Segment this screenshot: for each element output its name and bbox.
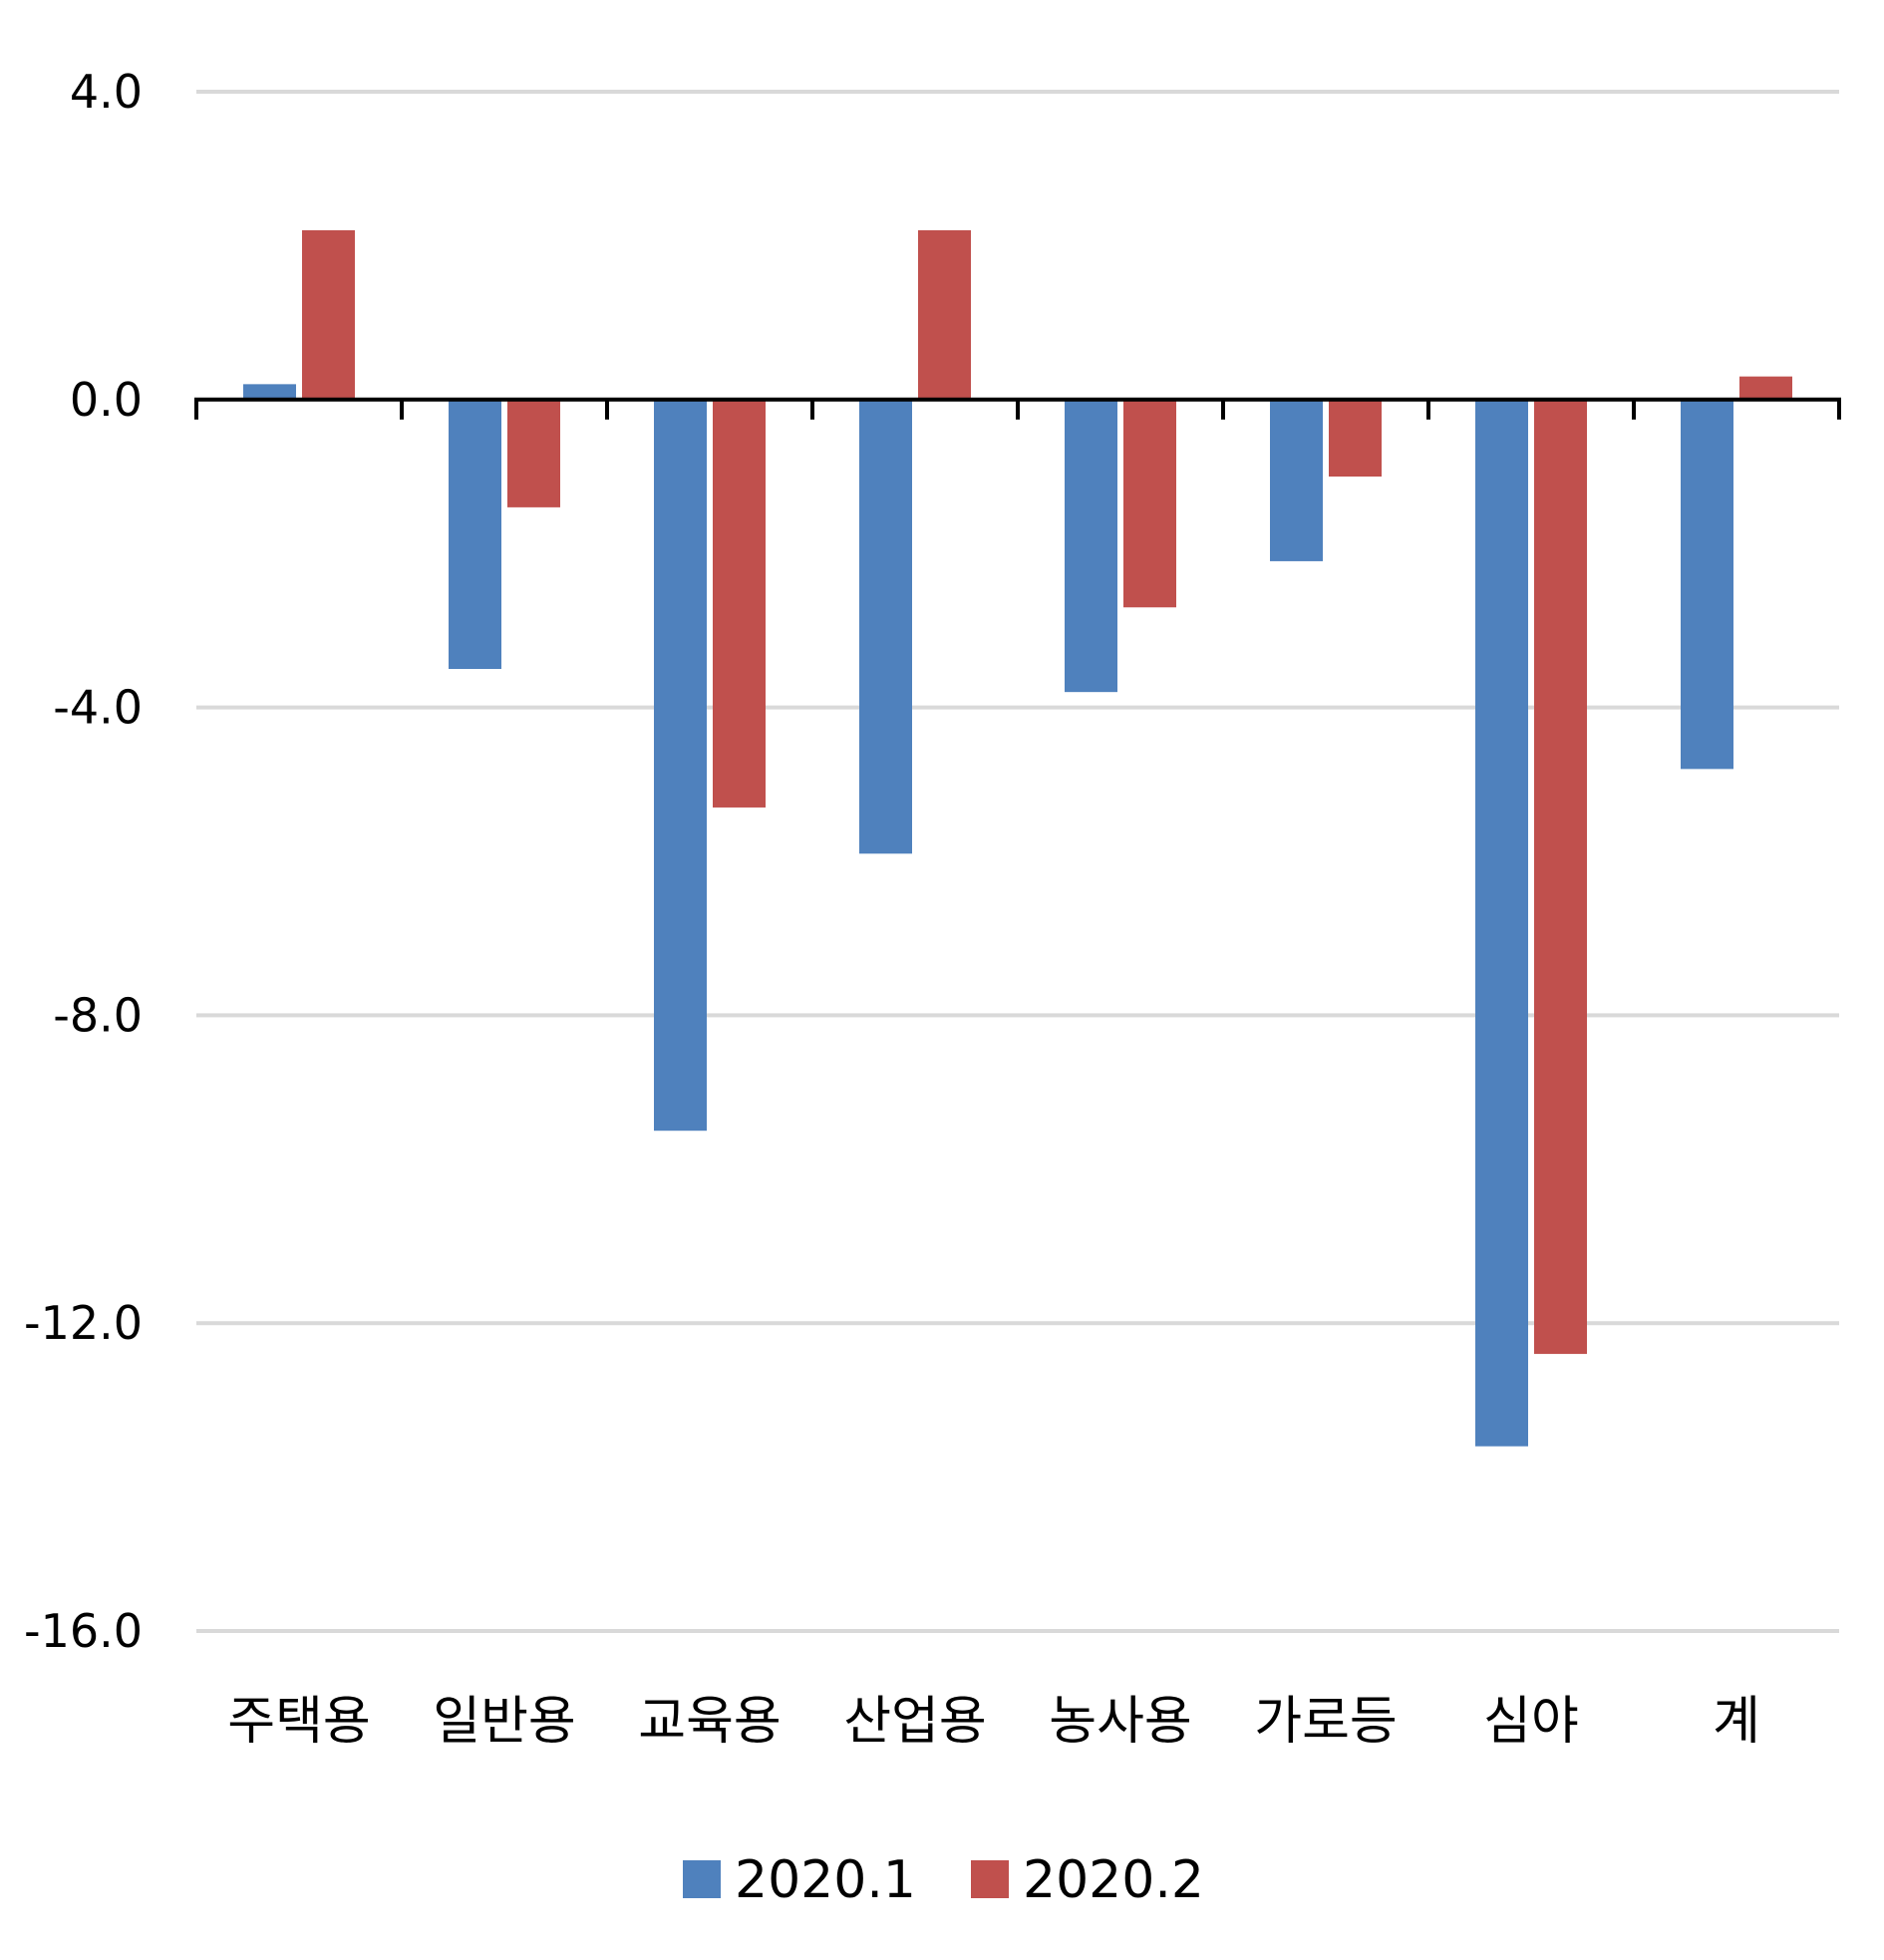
gridlines [196, 90, 1839, 1633]
y-tick-label: -16.0 [24, 1604, 143, 1658]
category-label: 일반용 [433, 1692, 576, 1752]
y-tick-label: -8.0 [53, 988, 143, 1042]
category-label: 가로등 [1254, 1692, 1398, 1752]
category-label: 농사용 [1049, 1692, 1192, 1752]
category-label: 산업용 [843, 1692, 987, 1752]
y-tick-label: 0.0 [70, 373, 143, 427]
bar [1739, 376, 1792, 400]
bar [1681, 399, 1733, 770]
y-tick-label: 4.0 [70, 65, 143, 119]
bar [1123, 399, 1176, 608]
legend: 2020.1 2020.2 [683, 1850, 1204, 1910]
legend-swatch [683, 1860, 721, 1898]
bar [449, 399, 501, 669]
category-label: 심야 [1483, 1692, 1579, 1752]
bar [1065, 399, 1117, 693]
bar [713, 399, 766, 808]
bar [507, 399, 560, 507]
x-axis [194, 397, 1841, 420]
legend-swatch [971, 1860, 1009, 1898]
bar [1475, 399, 1528, 1447]
bars [243, 229, 1792, 1447]
category-label: 교육용 [638, 1692, 782, 1752]
legend-label: 2020.1 [735, 1850, 916, 1910]
y-tick-label: -4.0 [53, 681, 143, 735]
bar [654, 399, 707, 1132]
bar [918, 229, 971, 400]
bar [1534, 399, 1587, 1355]
legend-label: 2020.2 [1023, 1850, 1204, 1910]
bar [302, 229, 355, 400]
category-label: 계 [1713, 1692, 1760, 1752]
category-labels: 주택용 일반용 교육용 산업용 농사용 가로등 심야 계 [227, 1692, 1760, 1752]
bar [1329, 399, 1382, 477]
bar [859, 399, 912, 854]
y-tick-label: -12.0 [24, 1296, 143, 1350]
bar [1270, 399, 1323, 561]
category-label: 주택용 [227, 1692, 371, 1752]
bar [243, 384, 296, 400]
y-tick-labels: 4.0 0.0 -4.0 -8.0 -12.0 -16.0 [24, 65, 143, 1658]
